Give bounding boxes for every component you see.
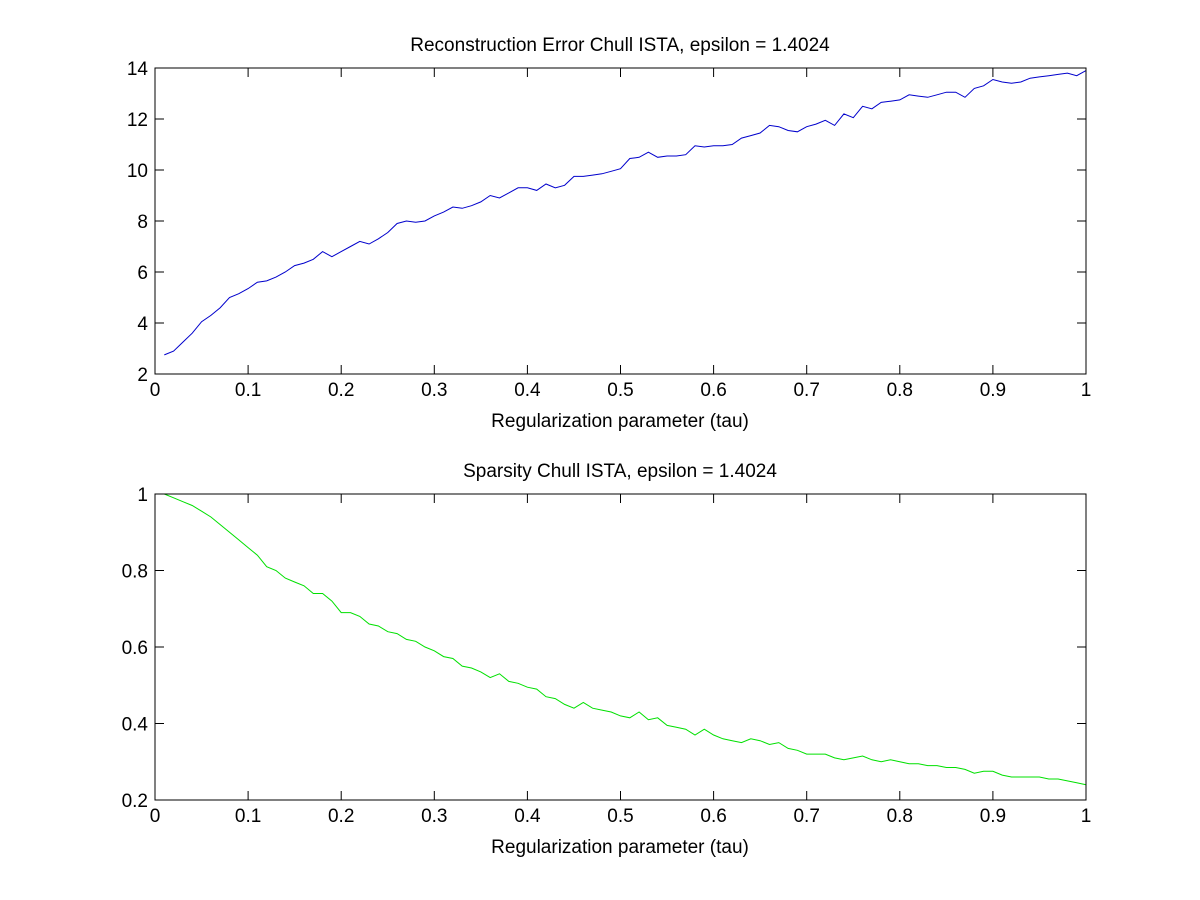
y-tick-label: 2	[137, 365, 148, 386]
x-tick-label: 0.3	[421, 380, 447, 401]
x-tick-label: 1	[1081, 380, 1092, 401]
x-tick-label: 0.2	[328, 380, 354, 401]
x-axis-label: Regularization parameter (tau)	[491, 837, 749, 858]
x-tick-label: 0.5	[607, 806, 633, 827]
y-tick-label: 10	[127, 161, 148, 182]
x-axis-label: Regularization parameter (tau)	[491, 411, 749, 432]
x-tick-label: 0.5	[607, 380, 633, 401]
y-tick-label: 8	[137, 212, 148, 233]
series-line	[164, 70, 1087, 356]
x-tick-label: 0.1	[235, 806, 261, 827]
y-tick-label: 0.8	[122, 562, 148, 583]
x-tick-label: 0.4	[514, 806, 541, 827]
x-tick-label: 0.4	[514, 380, 541, 401]
x-tick-label: 0	[150, 806, 161, 827]
y-tick-label: 4	[137, 314, 148, 335]
x-tick-label: 0.6	[700, 380, 726, 401]
x-tick-label: 0.3	[421, 806, 447, 827]
y-tick-label: 0.4	[122, 715, 149, 736]
x-tick-label: 0.1	[235, 380, 261, 401]
ticks-layer: 0 0.1 0.2 0.3 0.4 0.5 0.6 0.7 0.8 0.9 1 0.2 0.4 0.6 0.…	[122, 485, 1092, 827]
y-tick-label: 6	[137, 263, 148, 284]
series-line	[164, 493, 1087, 786]
x-tick-label: 0.9	[980, 380, 1006, 401]
x-tick-label: 0	[150, 380, 161, 401]
series-layer	[164, 493, 1087, 786]
y-tick-label: 14	[127, 59, 149, 80]
reconstruction-error-subplot: Reconstruction Error Chull ISTA, epsilon…	[127, 35, 1091, 432]
x-tick-label: 0.6	[700, 806, 726, 827]
x-tick-label: 0.8	[887, 380, 913, 401]
x-tick-label: 0.7	[793, 380, 819, 401]
x-tick-label: 1	[1081, 806, 1092, 827]
x-tick-label: 0.9	[980, 806, 1006, 827]
chart-title: Reconstruction Error Chull ISTA, epsilon…	[410, 35, 830, 56]
y-tick-label: 12	[127, 110, 148, 131]
y-tick-label: 0.2	[122, 791, 148, 812]
x-tick-label: 0.8	[887, 806, 913, 827]
series-layer	[164, 70, 1087, 356]
y-tick-label: 1	[137, 485, 148, 506]
chart-title: Sparsity Chull ISTA, epsilon = 1.4024	[463, 461, 777, 482]
x-tick-label: 0.2	[328, 806, 354, 827]
x-tick-label: 0.7	[793, 806, 819, 827]
y-tick-label: 0.6	[122, 638, 148, 659]
